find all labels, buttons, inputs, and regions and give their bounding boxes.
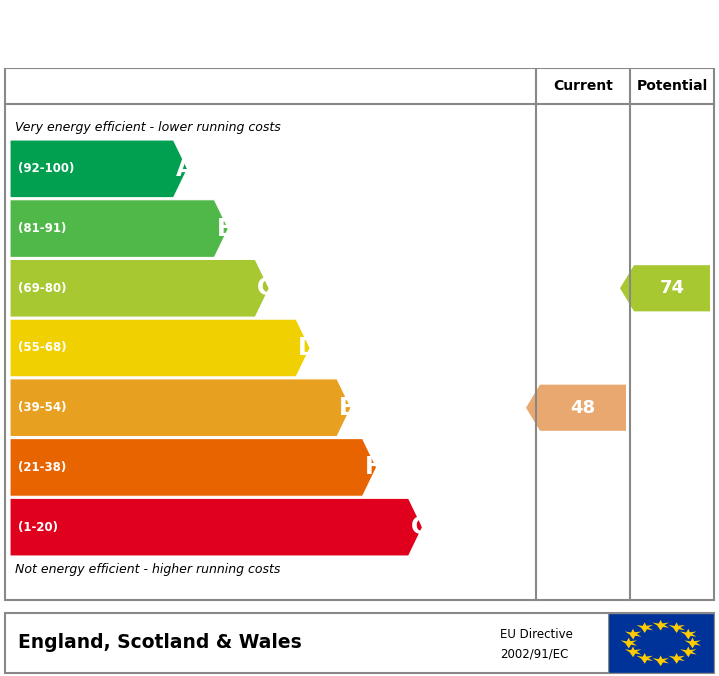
Polygon shape	[680, 646, 697, 657]
Text: (81-91): (81-91)	[18, 222, 66, 235]
Polygon shape	[684, 637, 701, 648]
Polygon shape	[680, 629, 697, 639]
Polygon shape	[652, 620, 669, 631]
Polygon shape	[625, 646, 641, 657]
Polygon shape	[10, 319, 310, 377]
Text: Very energy efficient - lower running costs: Very energy efficient - lower running co…	[15, 122, 280, 135]
Text: (69-80): (69-80)	[18, 282, 66, 295]
Text: (39-54): (39-54)	[18, 402, 66, 414]
Polygon shape	[10, 260, 270, 317]
Text: G: G	[411, 515, 430, 539]
Text: 48: 48	[570, 399, 595, 416]
Polygon shape	[10, 379, 351, 437]
Text: (92-100): (92-100)	[18, 162, 74, 175]
Text: A: A	[175, 157, 193, 181]
Polygon shape	[620, 265, 710, 312]
Polygon shape	[526, 385, 626, 431]
Polygon shape	[669, 623, 685, 633]
Text: EU Directive: EU Directive	[500, 627, 573, 640]
Text: England, Scotland & Wales: England, Scotland & Wales	[18, 633, 302, 652]
Text: E: E	[339, 395, 355, 420]
Text: (21-38): (21-38)	[18, 461, 66, 474]
Polygon shape	[636, 653, 653, 664]
Text: C: C	[257, 276, 275, 300]
Text: 2002/91/EC: 2002/91/EC	[500, 648, 569, 660]
Text: Potential: Potential	[636, 79, 707, 93]
Polygon shape	[10, 199, 229, 258]
Text: Current: Current	[553, 79, 613, 93]
Text: B: B	[216, 216, 234, 241]
Polygon shape	[10, 140, 188, 197]
Polygon shape	[620, 637, 637, 648]
Text: D: D	[298, 336, 318, 360]
Polygon shape	[625, 629, 641, 639]
Polygon shape	[669, 653, 685, 664]
Polygon shape	[652, 656, 669, 666]
Text: F: F	[365, 456, 381, 479]
Text: 74: 74	[659, 279, 684, 297]
Text: (1-20): (1-20)	[18, 521, 58, 533]
Polygon shape	[636, 623, 653, 633]
Polygon shape	[10, 439, 377, 496]
Text: Energy Efficiency Rating: Energy Efficiency Rating	[13, 20, 414, 48]
Polygon shape	[10, 498, 423, 556]
Text: Not energy efficient - higher running costs: Not energy efficient - higher running co…	[15, 564, 280, 577]
Text: (55-68): (55-68)	[18, 341, 67, 354]
